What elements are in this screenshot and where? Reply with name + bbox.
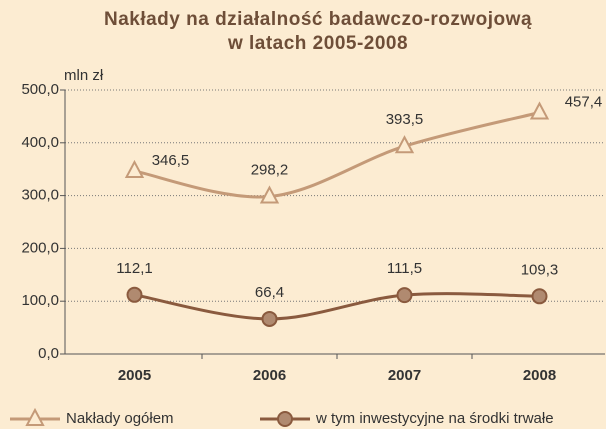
chart-title: w latach 2005-2008 bbox=[227, 33, 408, 54]
x-tick-label: 2008 bbox=[523, 367, 556, 384]
y-tick-label: 500,0 bbox=[21, 81, 59, 98]
data-label: 66,4 bbox=[255, 284, 284, 301]
data-point bbox=[126, 286, 143, 303]
series-line bbox=[134, 292, 540, 321]
x-tick-label: 2005 bbox=[118, 367, 151, 384]
legend-marker bbox=[277, 411, 293, 427]
legend-label: w tym inwestycyjne na środki trwałe bbox=[315, 410, 554, 427]
legend-label: Nakłady ogółem bbox=[66, 410, 174, 427]
data-point bbox=[531, 288, 548, 305]
data-label: 112,1 bbox=[116, 260, 152, 277]
data-label: 346,5 bbox=[152, 152, 190, 169]
series-line bbox=[134, 111, 540, 199]
x-tick-label: 2006 bbox=[253, 367, 286, 384]
legend-marker bbox=[25, 407, 45, 426]
data-point bbox=[259, 185, 280, 204]
y-tick-label: 0,0 bbox=[38, 345, 59, 362]
chart-title: Nakłady na działalność badawczo-rozwojow… bbox=[104, 9, 532, 30]
data-label: 111,5 bbox=[387, 260, 422, 277]
data-point bbox=[261, 310, 278, 327]
data-label: 457,4 bbox=[565, 93, 603, 110]
data-point bbox=[529, 101, 550, 120]
data-label: 109,3 bbox=[521, 261, 559, 278]
data-label: 298,2 bbox=[251, 162, 289, 179]
y-tick-label: 200,0 bbox=[21, 239, 59, 256]
y-tick-label: 400,0 bbox=[21, 134, 59, 151]
data-point bbox=[394, 135, 415, 154]
data-label: 393,5 bbox=[386, 111, 424, 128]
x-tick-label: 2007 bbox=[388, 367, 421, 384]
y-tick-label: 300,0 bbox=[21, 187, 59, 204]
data-point bbox=[124, 159, 145, 179]
data-point bbox=[396, 287, 413, 304]
y-axis-label: mln zł bbox=[64, 67, 104, 84]
y-tick-label: 100,0 bbox=[21, 292, 59, 309]
